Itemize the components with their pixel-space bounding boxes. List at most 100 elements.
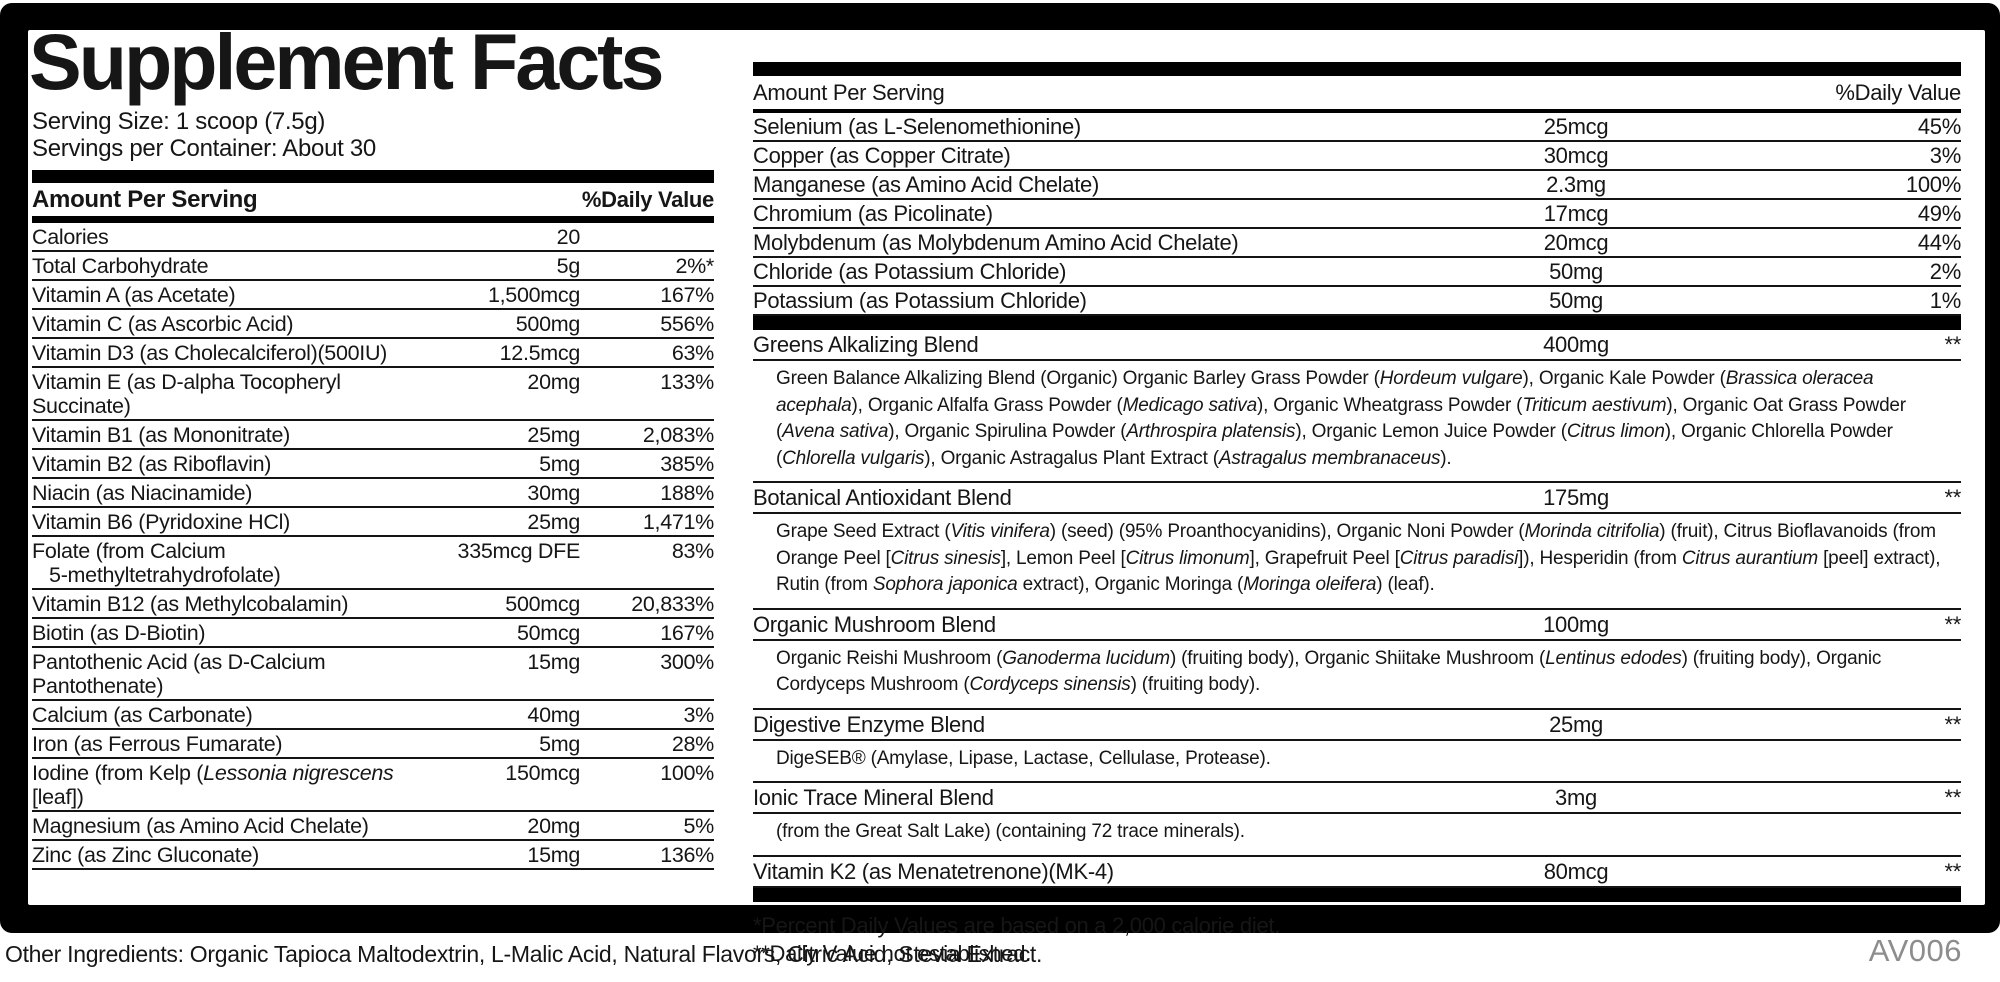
nutrient-amount: 5g <box>556 254 581 278</box>
servings-per-container: Servings per Container: About 30 <box>32 135 376 162</box>
nutrient-amount: 25mg <box>527 510 580 534</box>
nutrient-amount: 25mcg <box>1543 114 1609 139</box>
nutrient-name: Magnesium (as Amino Acid Chelate) <box>32 814 369 838</box>
table-row: Iron (as Ferrous Fumarate) 5mg 28% <box>32 730 714 759</box>
nutrient-daily-value: ** <box>1944 785 1961 810</box>
nutrient-name: Copper (as Copper Citrate) <box>753 143 1011 168</box>
blend-description: Grape Seed Extract (Vitis vinifera) (see… <box>753 514 1961 610</box>
nutrient-daily-value: 136% <box>660 843 714 867</box>
blend-description: DigeSEB® (Amylase, Lipase, Lactase, Cell… <box>753 741 1961 783</box>
nutrient-amount: 15mg <box>527 650 580 674</box>
nutrient-amount: 50mcg <box>516 621 580 645</box>
nutrient-daily-value: 556% <box>660 312 714 336</box>
table-row: Vitamin D3 (as Cholecalciferol)(500IU) 1… <box>32 339 714 368</box>
daily-value-header: %Daily Value <box>1835 79 1961 105</box>
table-row: Folate (from Calcium 5-methyltetrahydrof… <box>32 537 714 590</box>
nutrient-daily-value: 2,083% <box>642 423 714 447</box>
nutrient-name: Ionic Trace Mineral Blend <box>753 785 994 810</box>
nutrient-name: Greens Alkalizing Blend <box>753 332 979 357</box>
nutrient-amount: 500mcg <box>505 592 580 616</box>
left-column: Supplement Facts Serving Size: 1 scoop (… <box>29 22 715 870</box>
table-row: Vitamin B12 (as Methylcobalamin) 500mcg … <box>32 590 714 619</box>
daily-value-header: %Daily Value <box>581 186 714 212</box>
nutrient-name: Calories <box>32 225 109 249</box>
table-row: Chromium (as Picolinate) 17mcg 49% <box>753 200 1961 229</box>
nutrient-daily-value: 300% <box>660 650 714 674</box>
footnote-daily-values: *Percent Daily Values are based on a 2,0… <box>753 912 1281 938</box>
table-row: Iodine (from Kelp (Lessonia nigrescens [… <box>32 759 714 812</box>
nutrient-amount: 1,500mcg <box>487 283 580 307</box>
nutrient-amount: 3mg <box>1555 785 1597 810</box>
nutrient-amount: 20 <box>556 225 581 249</box>
nutrient-amount: 30mg <box>527 481 580 505</box>
right-nutrient-rows: Selenium (as L-Selenomethionine) 25mcg 4… <box>753 113 1961 316</box>
nutrient-name: Pantothenic Acid (as D-Calcium Pantothen… <box>32 650 326 698</box>
nutrient-amount: 20mg <box>527 814 580 838</box>
nutrient-amount: 17mcg <box>1543 201 1609 226</box>
table-row: Digestive Enzyme Blend 25mg ** <box>753 710 1961 741</box>
divider-medium <box>32 216 714 223</box>
table-row: Total Carbohydrate 5g 2%* <box>32 252 714 281</box>
table-row: Niacin (as Niacinamide) 30mg 188% <box>32 479 714 508</box>
nutrient-name: Iron (as Ferrous Fumarate) <box>32 732 283 756</box>
amount-per-serving-header: Amount Per Serving <box>32 185 258 213</box>
blend-description: Green Balance Alkalizing Blend (Organic)… <box>753 361 1961 483</box>
table-row: Biotin (as D-Biotin) 50mcg 167% <box>32 619 714 648</box>
nutrient-name: Molybdenum (as Molybdenum Amino Acid Che… <box>753 230 1239 255</box>
nutrient-daily-value: 133% <box>660 370 714 394</box>
nutrient-daily-value: 83% <box>671 539 714 563</box>
nutrient-amount: 15mg <box>527 843 580 867</box>
divider-thick <box>32 170 714 183</box>
nutrient-name: Vitamin D3 (as Cholecalciferol)(500IU) <box>32 341 388 365</box>
blend-rows: Greens Alkalizing Blend 400mg ** Green B… <box>753 330 1961 888</box>
nutrient-amount: 335mcg DFE <box>457 539 581 563</box>
nutrient-name: Selenium (as L-Selenomethionine) <box>753 114 1081 139</box>
table-row: Manganese (as Amino Acid Chelate) 2.3mg … <box>753 171 1961 200</box>
table-row: Botanical Antioxidant Blend 175mg ** <box>753 483 1961 514</box>
nutrient-name: Vitamin B1 (as Mononitrate) <box>32 423 290 447</box>
nutrient-name: Folate (from Calcium 5-methyltetrahydrof… <box>32 539 281 587</box>
nutrient-amount: 80mcg <box>1543 858 1609 884</box>
nutrient-daily-value: ** <box>1944 711 1961 737</box>
nutrient-name: Digestive Enzyme Blend <box>753 711 985 737</box>
table-row: Vitamin E (as D-alpha Tocopheryl Succina… <box>32 368 714 421</box>
nutrient-amount: 50mg <box>1549 288 1603 313</box>
table-row: Copper (as Copper Citrate) 30mcg 3% <box>753 142 1961 171</box>
nutrient-name: Iodine (from Kelp (Lessonia nigrescens [… <box>32 761 394 809</box>
label-frame: Supplement Facts Serving Size: 1 scoop (… <box>0 3 2000 966</box>
nutrient-name: Vitamin B6 (Pyridoxine HCl) <box>32 510 290 534</box>
nutrient-daily-value: 2%* <box>675 254 714 278</box>
right-column: Amount Per Serving %Daily Value Selenium… <box>753 30 1961 968</box>
nutrient-name: Calcium (as Carbonate) <box>32 703 253 727</box>
divider-thick <box>753 887 1961 902</box>
nutrient-daily-value: 44% <box>1917 230 1961 255</box>
nutrient-daily-value: 385% <box>660 452 714 476</box>
nutrient-amount: 500mg <box>515 312 581 336</box>
table-row: Vitamin B1 (as Mononitrate) 25mg 2,083% <box>32 421 714 450</box>
divider-medium <box>753 109 1961 113</box>
blend-description: (from the Great Salt Lake) (containing 7… <box>753 814 1961 857</box>
nutrient-amount: 40mg <box>527 703 580 727</box>
nutrient-daily-value: 1% <box>1929 288 1962 313</box>
table-row: Calories 20 <box>32 223 714 252</box>
nutrient-daily-value: 100% <box>660 761 714 785</box>
nutrient-daily-value: 20,833% <box>631 592 714 616</box>
nutrient-daily-value: 100% <box>1905 172 1961 197</box>
nutrient-daily-value: ** <box>1944 485 1961 510</box>
table-row: Pantothenic Acid (as D-Calcium Pantothen… <box>32 648 714 701</box>
nutrient-daily-value: 3% <box>683 703 715 727</box>
nutrient-name: Potassium (as Potassium Chloride) <box>753 288 1087 313</box>
left-table-header: Amount Per Serving %Daily Value <box>32 183 714 216</box>
table-row: Selenium (as L-Selenomethionine) 25mcg 4… <box>753 113 1961 142</box>
product-code: AV006 <box>1868 933 1962 968</box>
page-title: Supplement Facts <box>29 17 664 106</box>
nutrient-name: Botanical Antioxidant Blend <box>753 485 1012 510</box>
footnotes: *Percent Daily Values are based on a 2,0… <box>753 902 1961 968</box>
nutrient-daily-value: 167% <box>660 621 714 645</box>
nutrient-name: Chloride (as Potassium Chloride) <box>753 259 1067 284</box>
nutrient-daily-value: 49% <box>1917 201 1961 226</box>
table-row: Potassium (as Potassium Chloride) 50mg 1… <box>753 287 1961 316</box>
blend-description: Organic Reishi Mushroom (Ganoderma lucid… <box>753 641 1961 710</box>
amount-per-serving-header: Amount Per Serving <box>753 79 945 105</box>
table-row: Vitamin K2 (as Menatetrenone)(MK-4) 80mc… <box>753 857 1961 888</box>
